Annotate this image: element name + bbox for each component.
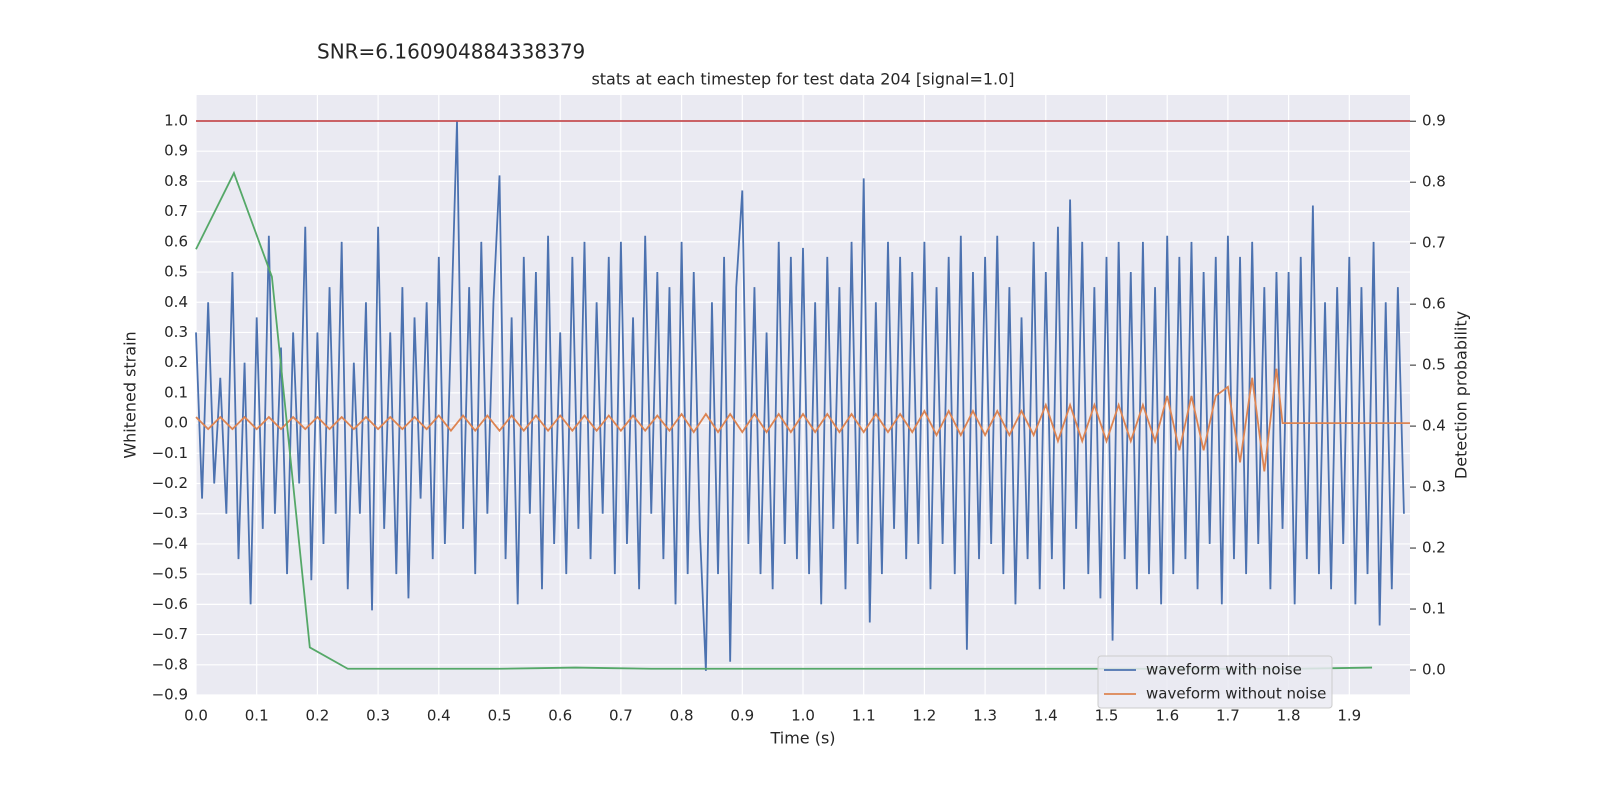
x-tick-label: 0.0: [184, 707, 208, 725]
x-tick-label: 1.7: [1216, 707, 1240, 725]
x-tick-label: 1.1: [852, 707, 876, 725]
y2-tick-label: 0.1: [1422, 600, 1446, 618]
y-tick-label: −0.3: [152, 504, 188, 522]
x-tick-label: 1.4: [1034, 707, 1058, 725]
x-tick-label: 0.6: [548, 707, 572, 725]
y-tick-label: −0.4: [152, 534, 188, 552]
x-tick-label: 0.4: [427, 707, 451, 725]
y2-axis-label: Detection probability: [1452, 311, 1471, 479]
x-tick-label: 1.3: [973, 707, 997, 725]
x-tick-label: 1.2: [912, 707, 936, 725]
legend-label: waveform without noise: [1146, 685, 1326, 703]
x-tick-label: 1.8: [1277, 707, 1301, 725]
x-tick-label: 0.2: [305, 707, 329, 725]
y-tick-label: 0.2: [164, 353, 188, 371]
y-tick-label: −0.5: [152, 565, 188, 583]
series-line: [195, 120, 1405, 671]
y-tick-label: 0.9: [164, 142, 188, 160]
y-tick-label: −0.7: [152, 625, 188, 643]
chart-title: stats at each timestep for test data 204…: [591, 70, 1014, 89]
x-tick-label: 0.1: [245, 707, 269, 725]
x-tick-label: 0.9: [730, 707, 754, 725]
y2-tick-label: 0.4: [1422, 417, 1446, 435]
y-tick-label: 0.1: [164, 383, 188, 401]
x-axis-label: Time (s): [769, 729, 835, 748]
x-tick-label: 0.3: [366, 707, 390, 725]
legend: waveform with noise waveform without nois…: [1097, 655, 1333, 709]
y-tick-label: 0.5: [164, 263, 188, 281]
series-line: [195, 368, 1410, 472]
x-tick-label: 0.7: [609, 707, 633, 725]
y-tick-label: −0.2: [152, 474, 188, 492]
y-tick-label: −0.9: [152, 686, 188, 704]
legend-label: waveform with noise: [1146, 661, 1302, 679]
y-tick-label: 0.6: [164, 232, 188, 250]
y2-tick-label: 0.2: [1422, 539, 1446, 557]
y-tick-label: −0.1: [152, 444, 188, 462]
y2-tick-label: 0.8: [1422, 173, 1446, 191]
x-tick-label: 1.9: [1337, 707, 1361, 725]
y2-tick-label: 0.6: [1422, 295, 1446, 313]
y-tick-label: 0.4: [164, 293, 188, 311]
x-tick-label: 0.5: [488, 707, 512, 725]
x-tick-label: 0.8: [670, 707, 694, 725]
legend-box: [1097, 655, 1333, 709]
y2-tick-label: 0.7: [1422, 234, 1446, 252]
y-tick-label: 0.7: [164, 202, 188, 220]
y-tick-label: 0.3: [164, 323, 188, 341]
y2-tick-label: 0.9: [1422, 112, 1446, 130]
x-tick-label: 1.6: [1155, 707, 1179, 725]
x-tick-label: 1.0: [791, 707, 815, 725]
y-axis-label: Whitened strain: [121, 331, 140, 458]
y-tick-label: 1.0: [164, 111, 188, 129]
y-tick-label: 0.0: [164, 414, 188, 432]
y2-tick-label: 0.3: [1422, 478, 1446, 496]
y2-tick-label: 0.5: [1422, 356, 1446, 374]
y-tick-label: 0.8: [164, 172, 188, 190]
y2-tick-label: 0.0: [1422, 661, 1446, 679]
y-tick-label: −0.8: [152, 655, 188, 673]
x-tick-label: 1.5: [1095, 707, 1119, 725]
suptitle: SNR=6.160904884338379: [317, 40, 585, 64]
y-tick-label: −0.6: [152, 595, 188, 613]
